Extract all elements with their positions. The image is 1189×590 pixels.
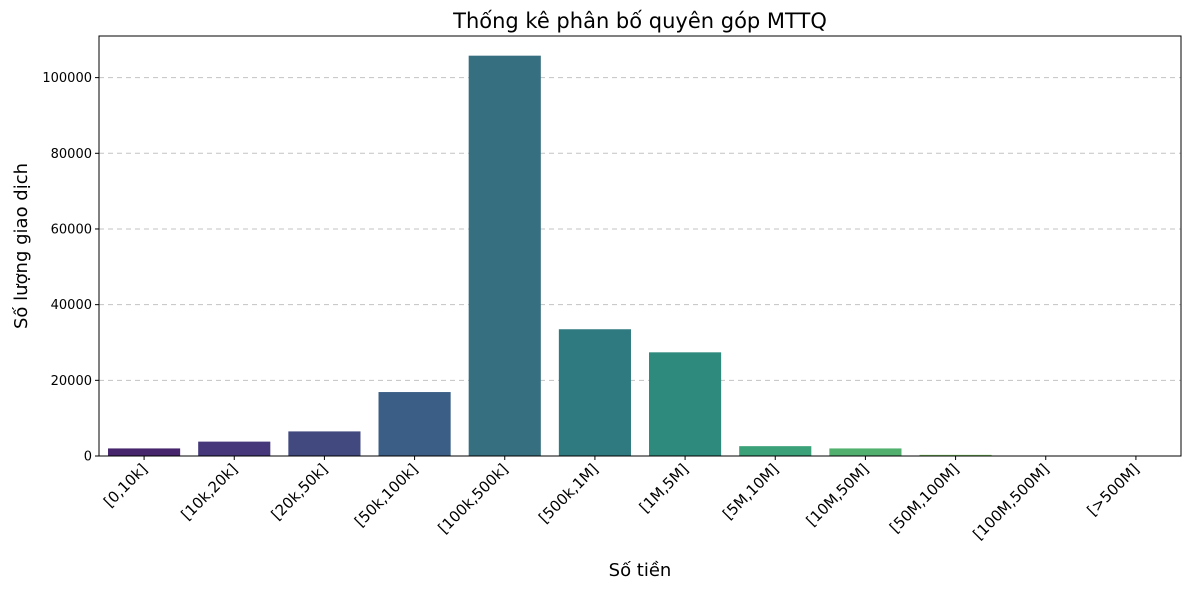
x-tick-label: [1M,5M]: [636, 460, 692, 516]
bar: [649, 352, 722, 456]
y-axis-title: Số lượng giao dịch: [11, 163, 32, 329]
grid-lines: [99, 77, 1181, 381]
x-tick-label: [10k,20k]: [177, 460, 241, 524]
bar: [198, 441, 271, 456]
x-axis-title: Số tiền: [609, 560, 672, 581]
x-tick-label: [5M,10M]: [719, 460, 782, 523]
x-tick-label: [50k,100k]: [351, 460, 421, 530]
bars: [108, 55, 1172, 457]
x-tick-label: [100k,500k]: [434, 460, 511, 537]
x-tick-label: [20k,50k]: [268, 460, 332, 524]
y-tick-label: 100000: [42, 71, 92, 86]
x-axis-ticks: [0,10k] [10k,20k] [20k,50k] [50k,100k] [100k…: [100, 456, 1143, 543]
y-axis-ticks: 0 20000 40000 60000 80000 100000: [42, 71, 99, 465]
bar: [829, 448, 902, 456]
x-tick-label: [500k,1M]: [535, 460, 602, 527]
x-tick-label: [0,10k]: [100, 460, 151, 511]
x-tick-label: [50M,100M]: [886, 460, 962, 536]
bar: [288, 431, 361, 456]
bar: [468, 55, 541, 457]
x-tick-label: [>500M]: [1083, 460, 1142, 519]
x-tick-label: [100M,500M]: [969, 460, 1052, 543]
y-tick-label: 20000: [51, 374, 92, 389]
y-tick-label: 40000: [51, 298, 92, 313]
y-tick-label: 60000: [51, 222, 92, 237]
bar: [558, 329, 631, 456]
y-tick-label: 0: [84, 450, 92, 465]
chart-title: Thống kê phân bố quyên góp MTTQ: [452, 9, 827, 33]
bar: [108, 448, 181, 456]
x-tick-label: [10M,50M]: [803, 460, 873, 530]
y-tick-label: 80000: [51, 147, 92, 162]
bar: [739, 446, 812, 456]
bar: [919, 454, 992, 456]
bar: [378, 392, 451, 456]
plot-frame: [98, 35, 1182, 457]
